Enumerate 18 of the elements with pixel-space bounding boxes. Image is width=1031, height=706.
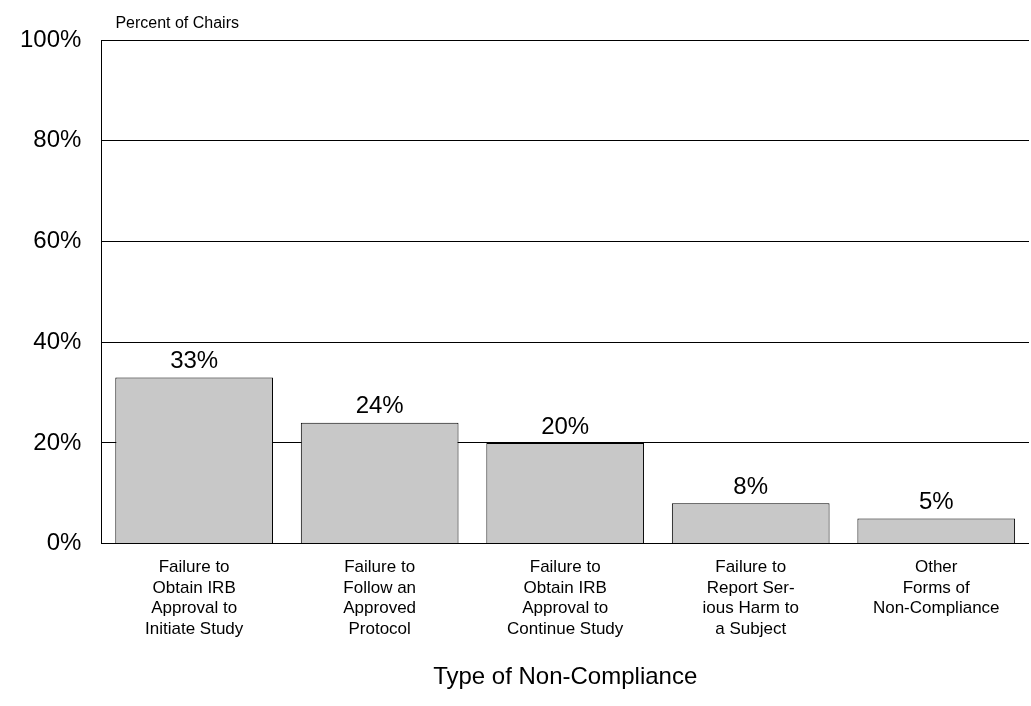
y-tick-label: 20% xyxy=(33,427,82,455)
data-label: 20% xyxy=(541,411,590,439)
y-tick-label: 60% xyxy=(33,226,82,254)
y-tick-label: 0% xyxy=(46,528,82,556)
x-tick-label: Failure to Report Ser- ious Harm to a Subject xyxy=(702,557,799,638)
data-label: 5% xyxy=(918,487,954,515)
x-tick-label: Failure to Follow an Approved Protocol xyxy=(343,557,417,638)
x-axis-title: Type of Non-Compliance xyxy=(433,662,698,690)
data-label: 33% xyxy=(170,346,219,374)
y-tick-label: 80% xyxy=(33,125,82,153)
y-axis-title: Percent of Chairs xyxy=(115,14,239,32)
x-tick-label: Other Forms of Non-Compliance xyxy=(872,557,1000,618)
y-tick-label: 40% xyxy=(33,326,82,354)
data-label: 8% xyxy=(733,471,769,499)
data-label: 24% xyxy=(355,391,404,419)
x-tick-label: Failure to Obtain IRB Approval to Initiate Study xyxy=(145,557,244,638)
y-tick-label: 100% xyxy=(19,24,82,52)
x-tick-label: Failure to Obtain IRB Approval to Continue Study xyxy=(507,557,624,638)
